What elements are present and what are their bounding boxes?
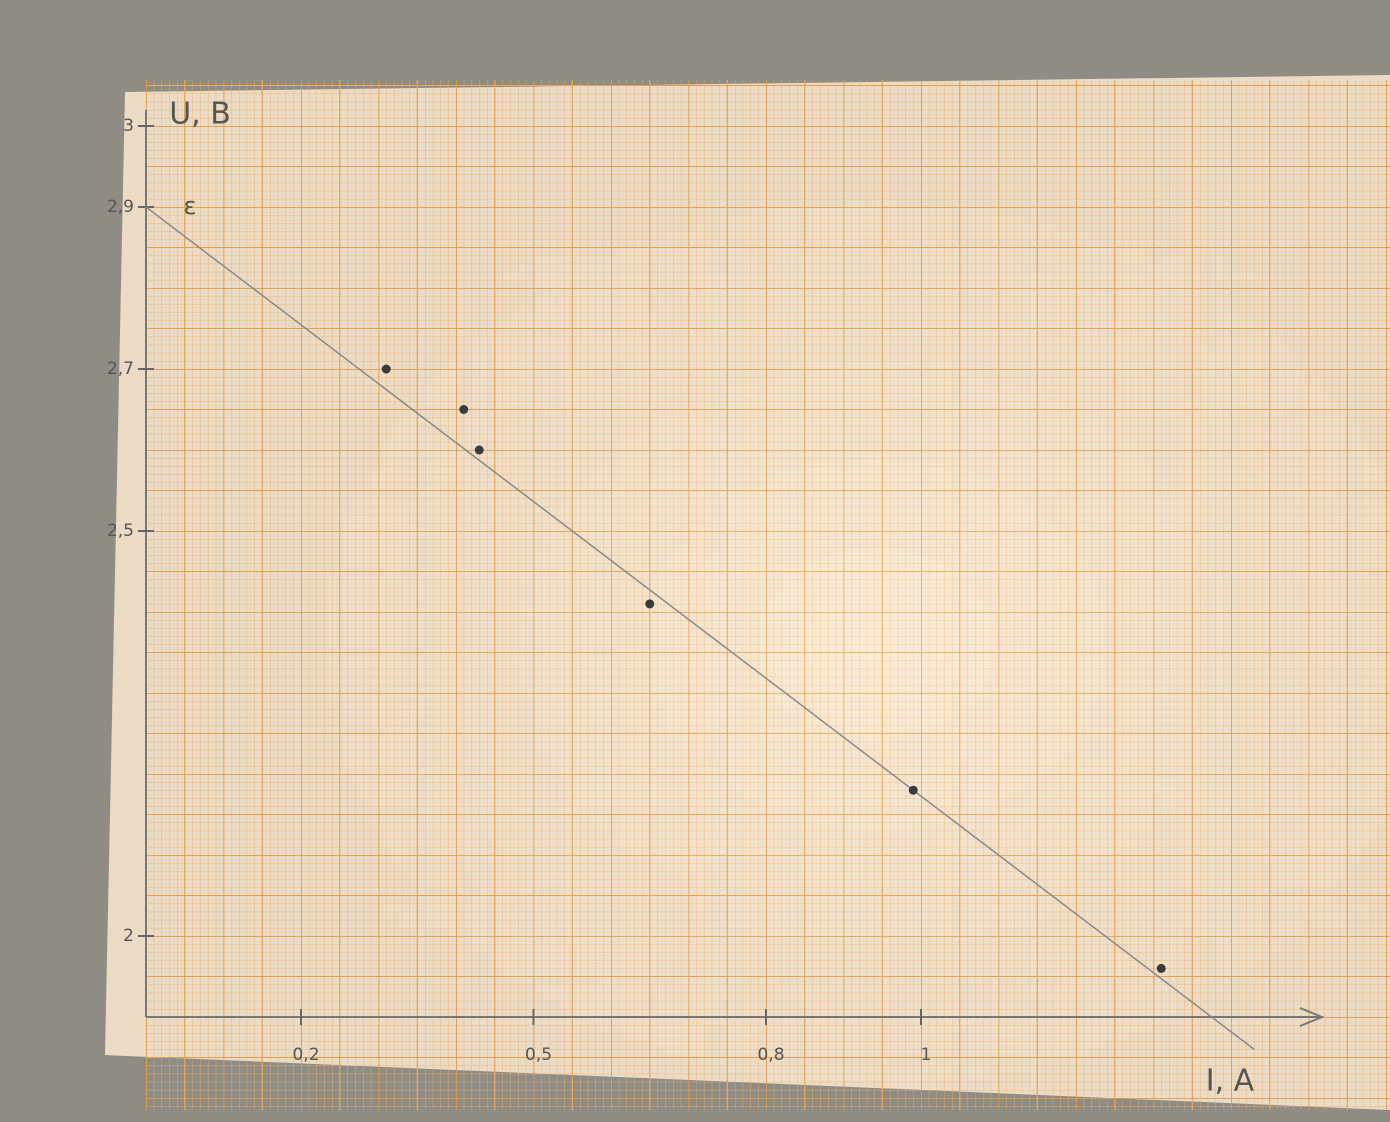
y-tick-label: 3	[123, 116, 134, 136]
x-tick-label: 0,2	[292, 1045, 319, 1065]
x-tick-label: 0,8	[757, 1045, 784, 1065]
data-point	[1157, 964, 1166, 973]
data-point	[459, 405, 468, 414]
y-tick-label: 2,9	[107, 197, 134, 217]
y-tick-label: 2,7	[107, 359, 134, 379]
y-tick-label: 2	[123, 926, 134, 946]
data-point	[645, 599, 654, 608]
annotation: ε	[184, 192, 197, 220]
data-point	[909, 786, 918, 795]
data-point	[475, 446, 484, 455]
x-tick-label: 1	[921, 1045, 932, 1065]
y-tick-label: 2,5	[107, 521, 134, 541]
lighting	[105, 75, 1390, 1110]
x-axis-label: I, A	[1206, 1064, 1255, 1099]
data-point	[382, 365, 391, 374]
photo: U, B I, A 0,2 0,5 0,8 1 2 2,5 2,7 2,9 3 ε	[0, 0, 1390, 1122]
x-tick-label: 0,5	[525, 1045, 552, 1065]
y-axis-label: U, B	[169, 97, 231, 132]
